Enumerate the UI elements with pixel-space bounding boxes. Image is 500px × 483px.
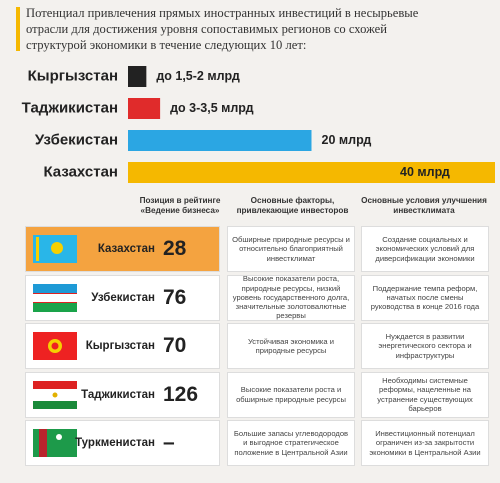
bar-label: Казахстан (43, 163, 118, 180)
country-name: Казахстан (97, 243, 155, 255)
bar-label: Таджикистан (22, 99, 118, 116)
conditions: Необходимы системные реформы, нацеленные… (361, 371, 489, 418)
header-rank: Позиция в рейтинге «Ведение бизнеса» (139, 196, 221, 215)
bar-label: Кыргызстан (28, 67, 118, 84)
value-label: 40 млрд (400, 165, 450, 179)
table-row: Казахстан 28 Обширные природные ресурсы и … (25, 226, 490, 272)
country-name: Туркменистан (75, 437, 155, 449)
rank: 70 (163, 334, 187, 357)
title-accent (16, 7, 20, 51)
bar (128, 162, 495, 183)
title: Потенциал привлечения прямых иностранных… (26, 6, 419, 52)
value-label: до 3-3,5 млрд (170, 101, 254, 115)
bar (128, 130, 312, 151)
factors: Высокие показатели роста и обширные прир… (227, 371, 355, 418)
factors: Высокие показатели роста, природные ресу… (227, 274, 355, 321)
bar (128, 66, 147, 87)
header-factors: Основные факторы, привлекающие инвесторо… (236, 196, 349, 215)
table-row: Кыргызстан 70 Устойчивая экономика и приро… (25, 323, 490, 369)
conditions: Нуждается в развитии энергетического сек… (361, 323, 489, 369)
country-name: Кыргызстан (85, 340, 155, 352)
conditions: Поддержание темпа реформ, начатых после … (361, 274, 489, 321)
table-row: Туркменистан – Большие запасы углеводородо… (25, 420, 490, 466)
table-row: Узбекистан 76 Высокие показатели роста, пр… (25, 274, 490, 321)
bar-label: Узбекистан (35, 131, 118, 148)
rank: – (163, 431, 175, 454)
factors: Устойчивая экономика и природные ресурсы (227, 323, 355, 369)
flag (33, 429, 77, 457)
country-name: Таджикистан (81, 388, 155, 401)
factors: Большие запасы углеводородов и выгодное … (227, 420, 355, 466)
conditions: Создание социальных и экономических усло… (361, 226, 489, 272)
factors: Обширные природные ресурсы и относительн… (227, 226, 355, 272)
value-label: 20 млрд (322, 133, 372, 147)
bar (128, 98, 161, 119)
flag (33, 332, 77, 360)
conditions: Инвестиционный потенциал ограничен из-за… (361, 420, 489, 466)
rank: 126 (163, 382, 199, 406)
rank: 28 (163, 237, 187, 260)
flag (33, 380, 77, 409)
flag (33, 235, 77, 263)
table-row: Таджикистан 126 Высокие показатели роста и… (25, 371, 490, 418)
country-name: Узбекистан (91, 291, 155, 304)
flag (33, 283, 77, 312)
rank: 76 (163, 285, 187, 309)
bar-chart: Кыргызстан до 1,5-2 млрд Таджикистан до 3-3… (22, 66, 495, 183)
value-label: до 1,5-2 млрд (156, 69, 240, 83)
header-conditions: Основные условия улучшения инвестклимата (361, 196, 487, 215)
country-cell (25, 323, 220, 369)
